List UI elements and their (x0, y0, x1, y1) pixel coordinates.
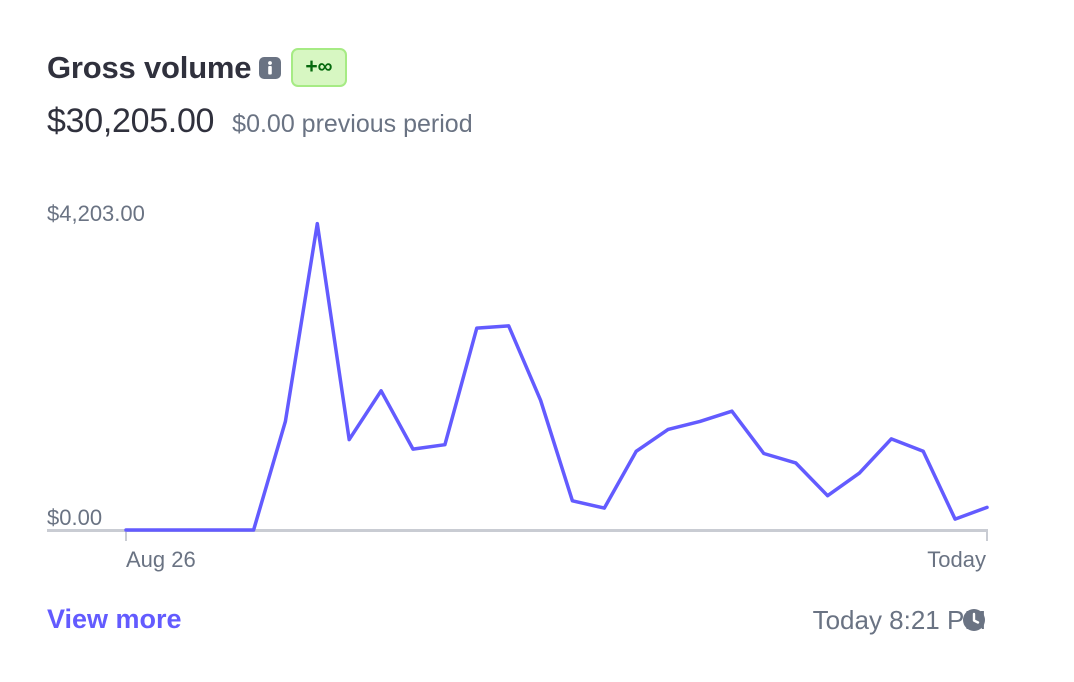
data-point-13[interactable] (539, 398, 543, 402)
data-point-1[interactable] (156, 528, 160, 532)
total-amount: $30,205.00 (47, 102, 215, 140)
change-badge: +∞ (291, 48, 347, 87)
x-tick-label-start: Aug 26 (126, 547, 196, 572)
previous-period-amount: $0.00 previous period (232, 110, 473, 138)
data-point-24[interactable] (889, 437, 893, 441)
data-point-27[interactable] (985, 505, 989, 509)
data-point-0[interactable] (124, 528, 128, 532)
data-point-15[interactable] (602, 506, 606, 510)
data-point-4[interactable] (252, 528, 256, 532)
series-line-0 (124, 221, 989, 532)
data-point-6[interactable] (315, 222, 319, 226)
data-point-25[interactable] (921, 449, 925, 453)
data-point-10[interactable] (443, 443, 447, 447)
y-tick-label-min: $0.00 (47, 505, 102, 530)
view-more-link[interactable]: View more (47, 604, 182, 634)
data-point-21[interactable] (794, 461, 798, 465)
data-point-23[interactable] (857, 471, 861, 475)
data-point-19[interactable] (730, 409, 734, 413)
data-point-8[interactable] (379, 389, 383, 393)
data-point-17[interactable] (666, 427, 670, 431)
card-title: Gross volume (47, 49, 252, 85)
gross-volume-chart[interactable]: $4,203.00 $0.00 Aug 26 Today (0, 0, 1074, 600)
clock-icon (963, 609, 985, 631)
data-point-2[interactable] (188, 528, 192, 532)
data-point-16[interactable] (634, 449, 638, 453)
y-tick-label-max: $4,203.00 (47, 201, 145, 226)
data-point-22[interactable] (826, 494, 830, 498)
data-point-9[interactable] (411, 447, 415, 451)
data-point-26[interactable] (953, 517, 957, 521)
card-header: Gross volume +∞ (47, 48, 347, 87)
data-point-14[interactable] (570, 499, 574, 503)
data-point-18[interactable] (698, 419, 702, 423)
x-tick-label-end: Today (927, 547, 986, 572)
info-icon[interactable] (259, 56, 282, 79)
data-point-7[interactable] (347, 438, 351, 442)
series-group (124, 221, 989, 532)
last-updated-time: Today 8:21 PM (812, 605, 986, 635)
data-point-12[interactable] (507, 324, 511, 328)
data-point-20[interactable] (762, 452, 766, 455)
data-point-11[interactable] (475, 326, 479, 330)
data-point-5[interactable] (283, 419, 287, 423)
summary-row: $30,205.00 $0.00 previous period (47, 102, 473, 141)
data-point-3[interactable] (220, 528, 224, 532)
